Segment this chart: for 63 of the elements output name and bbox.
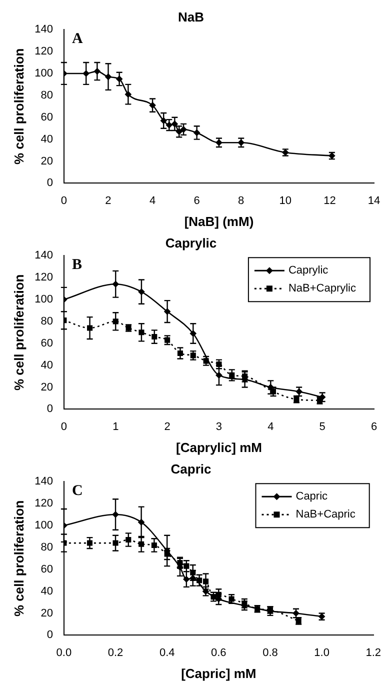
- y-tick-label: 100: [34, 68, 53, 80]
- x-tick-label: 1.0: [314, 646, 330, 659]
- x-tick-label: 0: [60, 420, 68, 433]
- x-tick-label: 5: [319, 420, 326, 433]
- y-tick-label: 80: [40, 89, 53, 102]
- x-tick-label: 3: [216, 420, 222, 433]
- annotation: C: [72, 482, 83, 499]
- x-tick-label: 6: [370, 420, 378, 433]
- y-tick-label: 120: [34, 46, 53, 58]
- x-tick-label: 1: [112, 420, 119, 433]
- y-tick-label: 60: [40, 563, 53, 576]
- legend-label: NaB+Capric: [296, 508, 356, 521]
- x-tick-label: 2: [105, 194, 112, 207]
- x-axis-title: [Capric] mM: [181, 666, 256, 681]
- y-tick-label: 100: [34, 294, 53, 306]
- y-axis-title: % cell proliferation: [11, 48, 26, 165]
- y-axis-title: % cell proliferation: [11, 500, 26, 617]
- annotation: B: [72, 256, 82, 273]
- y-tick-label: 120: [34, 272, 53, 284]
- y-tick-label: 0: [46, 629, 53, 642]
- x-tick-label: 8: [238, 194, 244, 207]
- x-tick-label: 4: [149, 194, 156, 207]
- y-tick-label: 80: [40, 315, 53, 328]
- y-tick-label: 60: [40, 111, 53, 124]
- annotation: A: [72, 30, 83, 47]
- legend-label: Caprylic: [288, 264, 329, 277]
- chart-title: Capric: [170, 461, 212, 476]
- x-axis-title: [NaB] (mM): [184, 214, 254, 229]
- x-tick-label: 6: [194, 194, 200, 207]
- x-tick-label: 0.8: [262, 646, 278, 659]
- y-tick-label: 0: [46, 403, 53, 416]
- x-tick-label: 0.6: [211, 646, 226, 659]
- y-tick-label: 100: [34, 520, 53, 532]
- legend-label: Capric: [296, 490, 328, 503]
- y-tick-label: 40: [40, 585, 53, 598]
- x-tick-label: 1.2: [366, 646, 382, 659]
- y-tick-label: 40: [40, 133, 53, 146]
- y-tick-label: 140: [34, 476, 53, 488]
- x-tick-label: 10: [279, 194, 292, 207]
- chart-title: NaB: [178, 9, 204, 24]
- x-tick-label: 14: [368, 194, 380, 207]
- legend-label: NaB+Caprylic: [288, 282, 356, 295]
- point: [112, 540, 118, 546]
- y-tick-label: 80: [40, 541, 53, 554]
- chart-title: Caprylic: [165, 235, 217, 250]
- x-tick-label: 0.0: [56, 646, 72, 659]
- x-tick-label: 0.4: [159, 646, 175, 659]
- y-tick-label: 120: [34, 498, 53, 510]
- x-tick-label: 12: [324, 194, 336, 207]
- y-tick-label: 140: [34, 250, 53, 262]
- x-tick-label: 0: [60, 194, 68, 207]
- x-axis-title: [Caprylic] mM: [176, 440, 262, 455]
- y-tick-label: 20: [40, 155, 53, 168]
- y-tick-label: 20: [40, 607, 53, 620]
- y-tick-label: 140: [34, 24, 53, 36]
- x-tick-label: 0.2: [108, 646, 124, 659]
- y-axis-title: % cell proliferation: [11, 274, 26, 391]
- y-tick-label: 60: [40, 337, 53, 350]
- x-tick-label: 2: [164, 420, 170, 433]
- y-tick-label: 20: [40, 381, 53, 394]
- x-tick-label: 4: [268, 420, 274, 433]
- y-tick-label: 40: [40, 359, 53, 372]
- y-tick-label: 0: [46, 177, 53, 190]
